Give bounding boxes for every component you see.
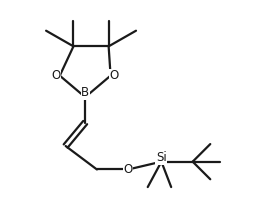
Text: O: O (123, 163, 133, 176)
Text: O: O (110, 69, 119, 82)
Text: B: B (81, 86, 89, 99)
Text: O: O (52, 69, 61, 82)
Text: Si: Si (156, 151, 167, 164)
